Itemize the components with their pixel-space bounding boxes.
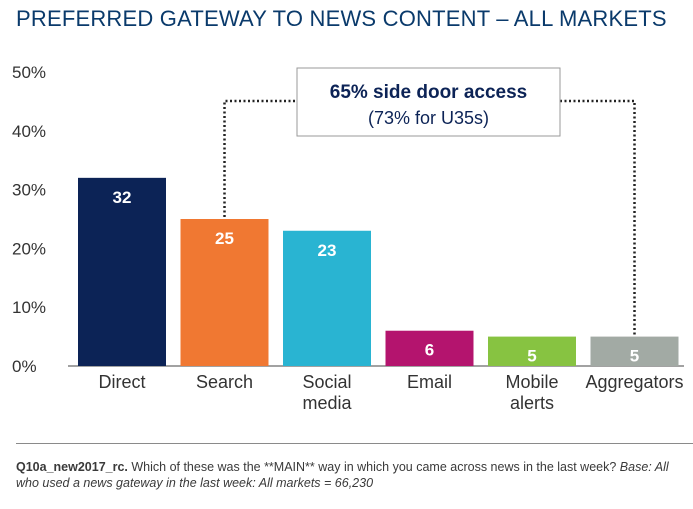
category-label: Email xyxy=(407,372,452,392)
category-label: Social media xyxy=(302,372,352,413)
bar xyxy=(283,230,371,366)
category-label-line: Direct xyxy=(98,372,145,392)
data-label: 5 xyxy=(527,347,536,366)
footnote-code: Q10a_new2017_rc. xyxy=(16,460,128,474)
category-label-line: media xyxy=(302,393,352,413)
bar xyxy=(590,336,679,366)
category-label-line: Mobile xyxy=(505,372,558,392)
category-label-line: Email xyxy=(407,372,452,392)
y-tick-label: 10% xyxy=(12,298,46,317)
y-tick-label: 30% xyxy=(12,181,46,200)
annotation-bracket-right xyxy=(560,99,636,335)
data-label: 32 xyxy=(113,188,132,207)
annotation-box xyxy=(296,67,561,137)
bar xyxy=(180,219,269,366)
footnote-base: Base: All who used a news gateway in the… xyxy=(16,460,669,490)
annotation-headline: 65% side door access xyxy=(330,82,528,103)
y-tick-label: 40% xyxy=(12,122,46,141)
category-label: Search xyxy=(196,372,253,392)
category-label-line: Social xyxy=(302,372,351,392)
annotation-subline: (73% for U35s) xyxy=(368,108,489,128)
category-label: Mobile alerts xyxy=(505,372,558,413)
bar xyxy=(78,177,166,366)
footnote: Q10a_new2017_rc. Which of these was the … xyxy=(16,459,686,491)
category-label: Aggregators xyxy=(585,372,683,392)
bar xyxy=(488,336,576,366)
y-tick-label: 20% xyxy=(12,239,46,258)
bar-chart: 0% 10% 20% 30% 40% 50% 32 Direct 25 Search 23 Soci… xyxy=(12,63,684,413)
data-label: 5 xyxy=(630,347,639,366)
category-label-line: Search xyxy=(196,372,253,392)
side-door-annotation: 65% side door access (73% for U35s) xyxy=(223,67,636,335)
y-axis: 0% 10% 20% 30% 40% 50% xyxy=(12,63,684,376)
bars: 32 Direct 25 Search 23 Social media 6 Email 5 Mobi… xyxy=(78,177,684,413)
footnote-question: Which of these was the **MAIN** way in w… xyxy=(127,460,620,474)
bar xyxy=(385,330,474,366)
y-tick-label: 0% xyxy=(12,357,37,376)
chart-title: PREFERRED GATEWAY TO NEWS CONTENT – ALL … xyxy=(16,6,667,31)
data-label: 25 xyxy=(215,229,234,248)
category-label-line: Aggregators xyxy=(585,372,683,392)
data-label: 23 xyxy=(318,241,337,260)
data-label: 6 xyxy=(425,341,434,360)
y-tick-label: 50% xyxy=(12,63,46,82)
annotation-bracket-left xyxy=(223,99,297,217)
footer-divider xyxy=(16,443,693,444)
category-label: Direct xyxy=(98,372,145,392)
category-label-line: alerts xyxy=(510,393,554,413)
